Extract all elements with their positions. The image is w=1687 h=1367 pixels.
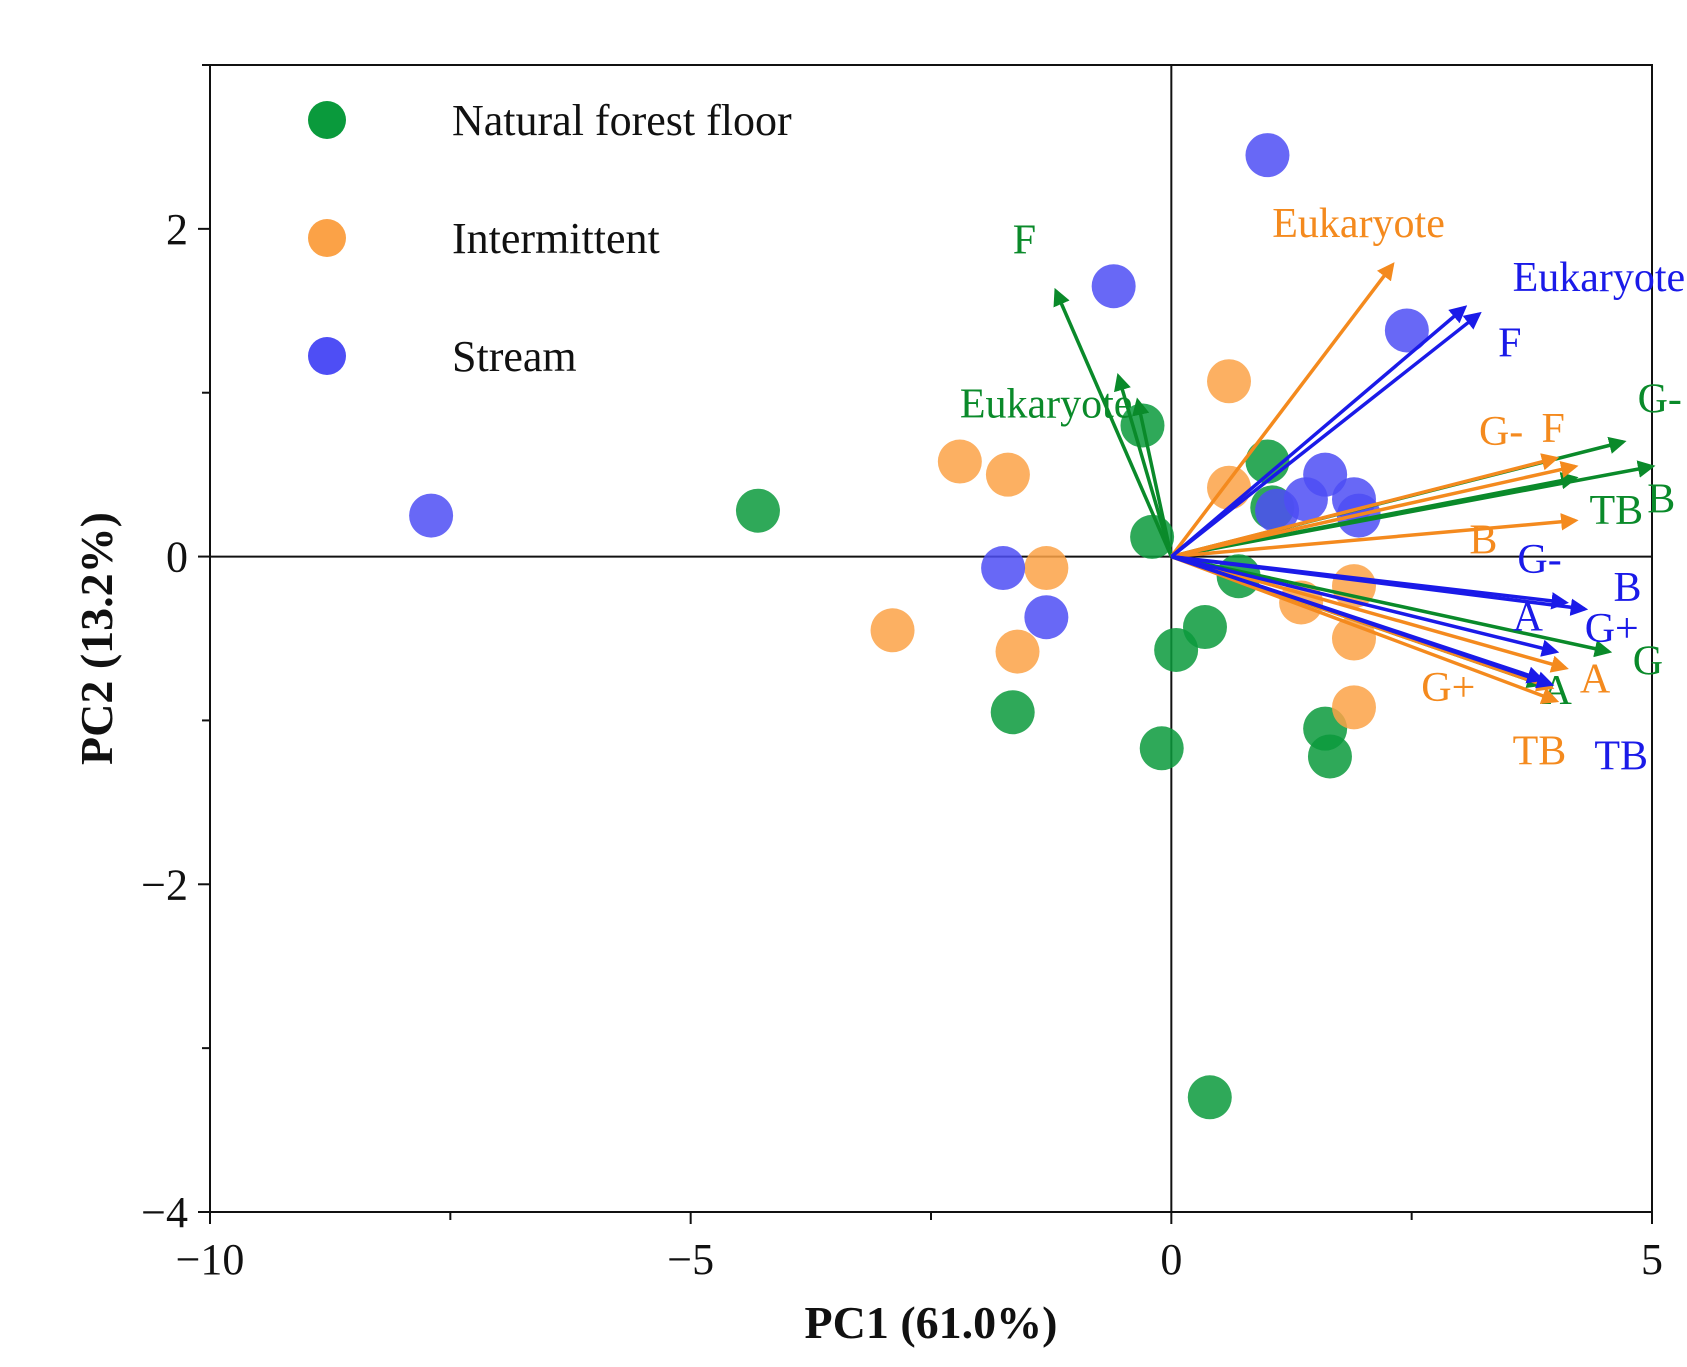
data-point (995, 629, 1040, 674)
loading-arrow (1053, 287, 1173, 558)
loading-arrow (1170, 554, 1555, 689)
loading-arrow (1170, 554, 1613, 658)
loading-label: F (1498, 321, 1521, 367)
loading-arrow (1132, 397, 1174, 557)
series-intermittent (870, 359, 1376, 730)
x-axis-title: PC1 (61.0%) (805, 1297, 1058, 1348)
loading-arrow (1170, 460, 1579, 559)
loading-label: TB (1513, 729, 1567, 775)
loading-arrow (1170, 554, 1560, 705)
y-tick-label: −4 (141, 1188, 188, 1237)
loading-label: TB (1594, 734, 1648, 780)
loading-label: G- (1517, 537, 1561, 583)
loading-label: G+ (1421, 665, 1475, 711)
loading-arrow (1170, 554, 1569, 673)
loading-label: F (1541, 406, 1564, 452)
data-point (1245, 133, 1290, 178)
data-point (1307, 734, 1352, 779)
loading-label: Eukaryote (1513, 255, 1686, 301)
legend-label: Stream (452, 332, 577, 381)
data-point (990, 690, 1035, 735)
legend: Natural forest floor Intermittent Stream (308, 96, 792, 381)
loading-arrow (1170, 554, 1560, 657)
data-point (409, 493, 454, 538)
loading-arrow (1170, 305, 1468, 558)
data-point (1024, 546, 1069, 591)
loading-label: A (1580, 657, 1611, 703)
loading-label: G- (1638, 376, 1682, 422)
data-point (985, 452, 1030, 497)
loading-arrow (1170, 311, 1482, 558)
loading-label: A (1513, 594, 1544, 640)
data-point (1187, 1075, 1232, 1120)
y-tick-label: 2 (166, 205, 188, 254)
x-tick-label: 0 (1160, 1235, 1182, 1284)
data-point (1139, 726, 1184, 771)
loading-label: A (1541, 668, 1572, 714)
data-point (937, 439, 982, 484)
loading-label: B (1647, 476, 1675, 522)
loading-label: G+ (1585, 606, 1639, 652)
loading-arrow (1170, 453, 1560, 559)
legend-marker (308, 101, 346, 139)
x-tick-label: 5 (1641, 1235, 1663, 1284)
legend-label: Intermittent (452, 214, 660, 263)
loading-arrow (1170, 472, 1579, 559)
data-point (1384, 308, 1429, 353)
loading-label: B (1614, 565, 1642, 611)
loading-label: Eukaryote (1272, 201, 1445, 247)
legend-label: Natural forest floor (452, 96, 792, 145)
data-point (870, 608, 915, 653)
data-point (735, 488, 780, 533)
loading-arrow (1171, 513, 1579, 559)
data-point (981, 546, 1026, 591)
loading-arrow (1114, 372, 1174, 558)
loading-label: TB (1590, 488, 1644, 534)
y-tick-label: 0 (166, 533, 188, 582)
data-point (1024, 595, 1069, 640)
x-tick-label: −10 (176, 1235, 245, 1284)
legend-marker (308, 219, 346, 257)
data-point (1154, 627, 1199, 672)
loading-arrow (1171, 554, 1569, 610)
loading-label: G (1633, 639, 1663, 685)
data-point (1255, 488, 1300, 533)
y-tick-label: −2 (141, 860, 188, 909)
loading-label: F (1013, 217, 1036, 263)
data-point (1091, 264, 1136, 309)
data-point (1331, 685, 1376, 730)
data-point (1207, 359, 1252, 404)
loading-label: B (1469, 517, 1497, 563)
loading-label: Eukaryote (960, 381, 1133, 427)
loadings-stream: Eukaryote F B G- G+ A TB (1170, 255, 1686, 780)
loading-label: G- (1479, 409, 1523, 455)
y-axis-title: PC2 (13.2%) (71, 512, 122, 765)
legend-marker (308, 337, 346, 375)
x-tick-label: −5 (667, 1235, 714, 1284)
loading-arrow (1169, 262, 1395, 558)
